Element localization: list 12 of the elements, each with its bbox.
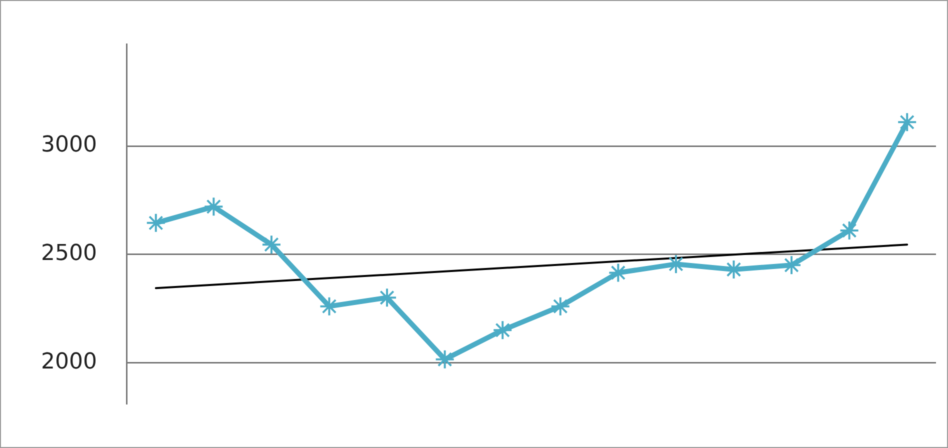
y-tick-label: 2500: [40, 241, 97, 266]
point: [434, 349, 455, 370]
point: [146, 212, 166, 233]
y-tick-label: 2000: [40, 349, 97, 374]
point: [897, 112, 918, 132]
y-tick-label: 3000: [40, 132, 97, 158]
point: [492, 320, 513, 340]
point: [261, 234, 282, 255]
point: [319, 296, 340, 316]
point: [204, 196, 224, 217]
point: [550, 296, 570, 316]
point: [839, 220, 860, 240]
